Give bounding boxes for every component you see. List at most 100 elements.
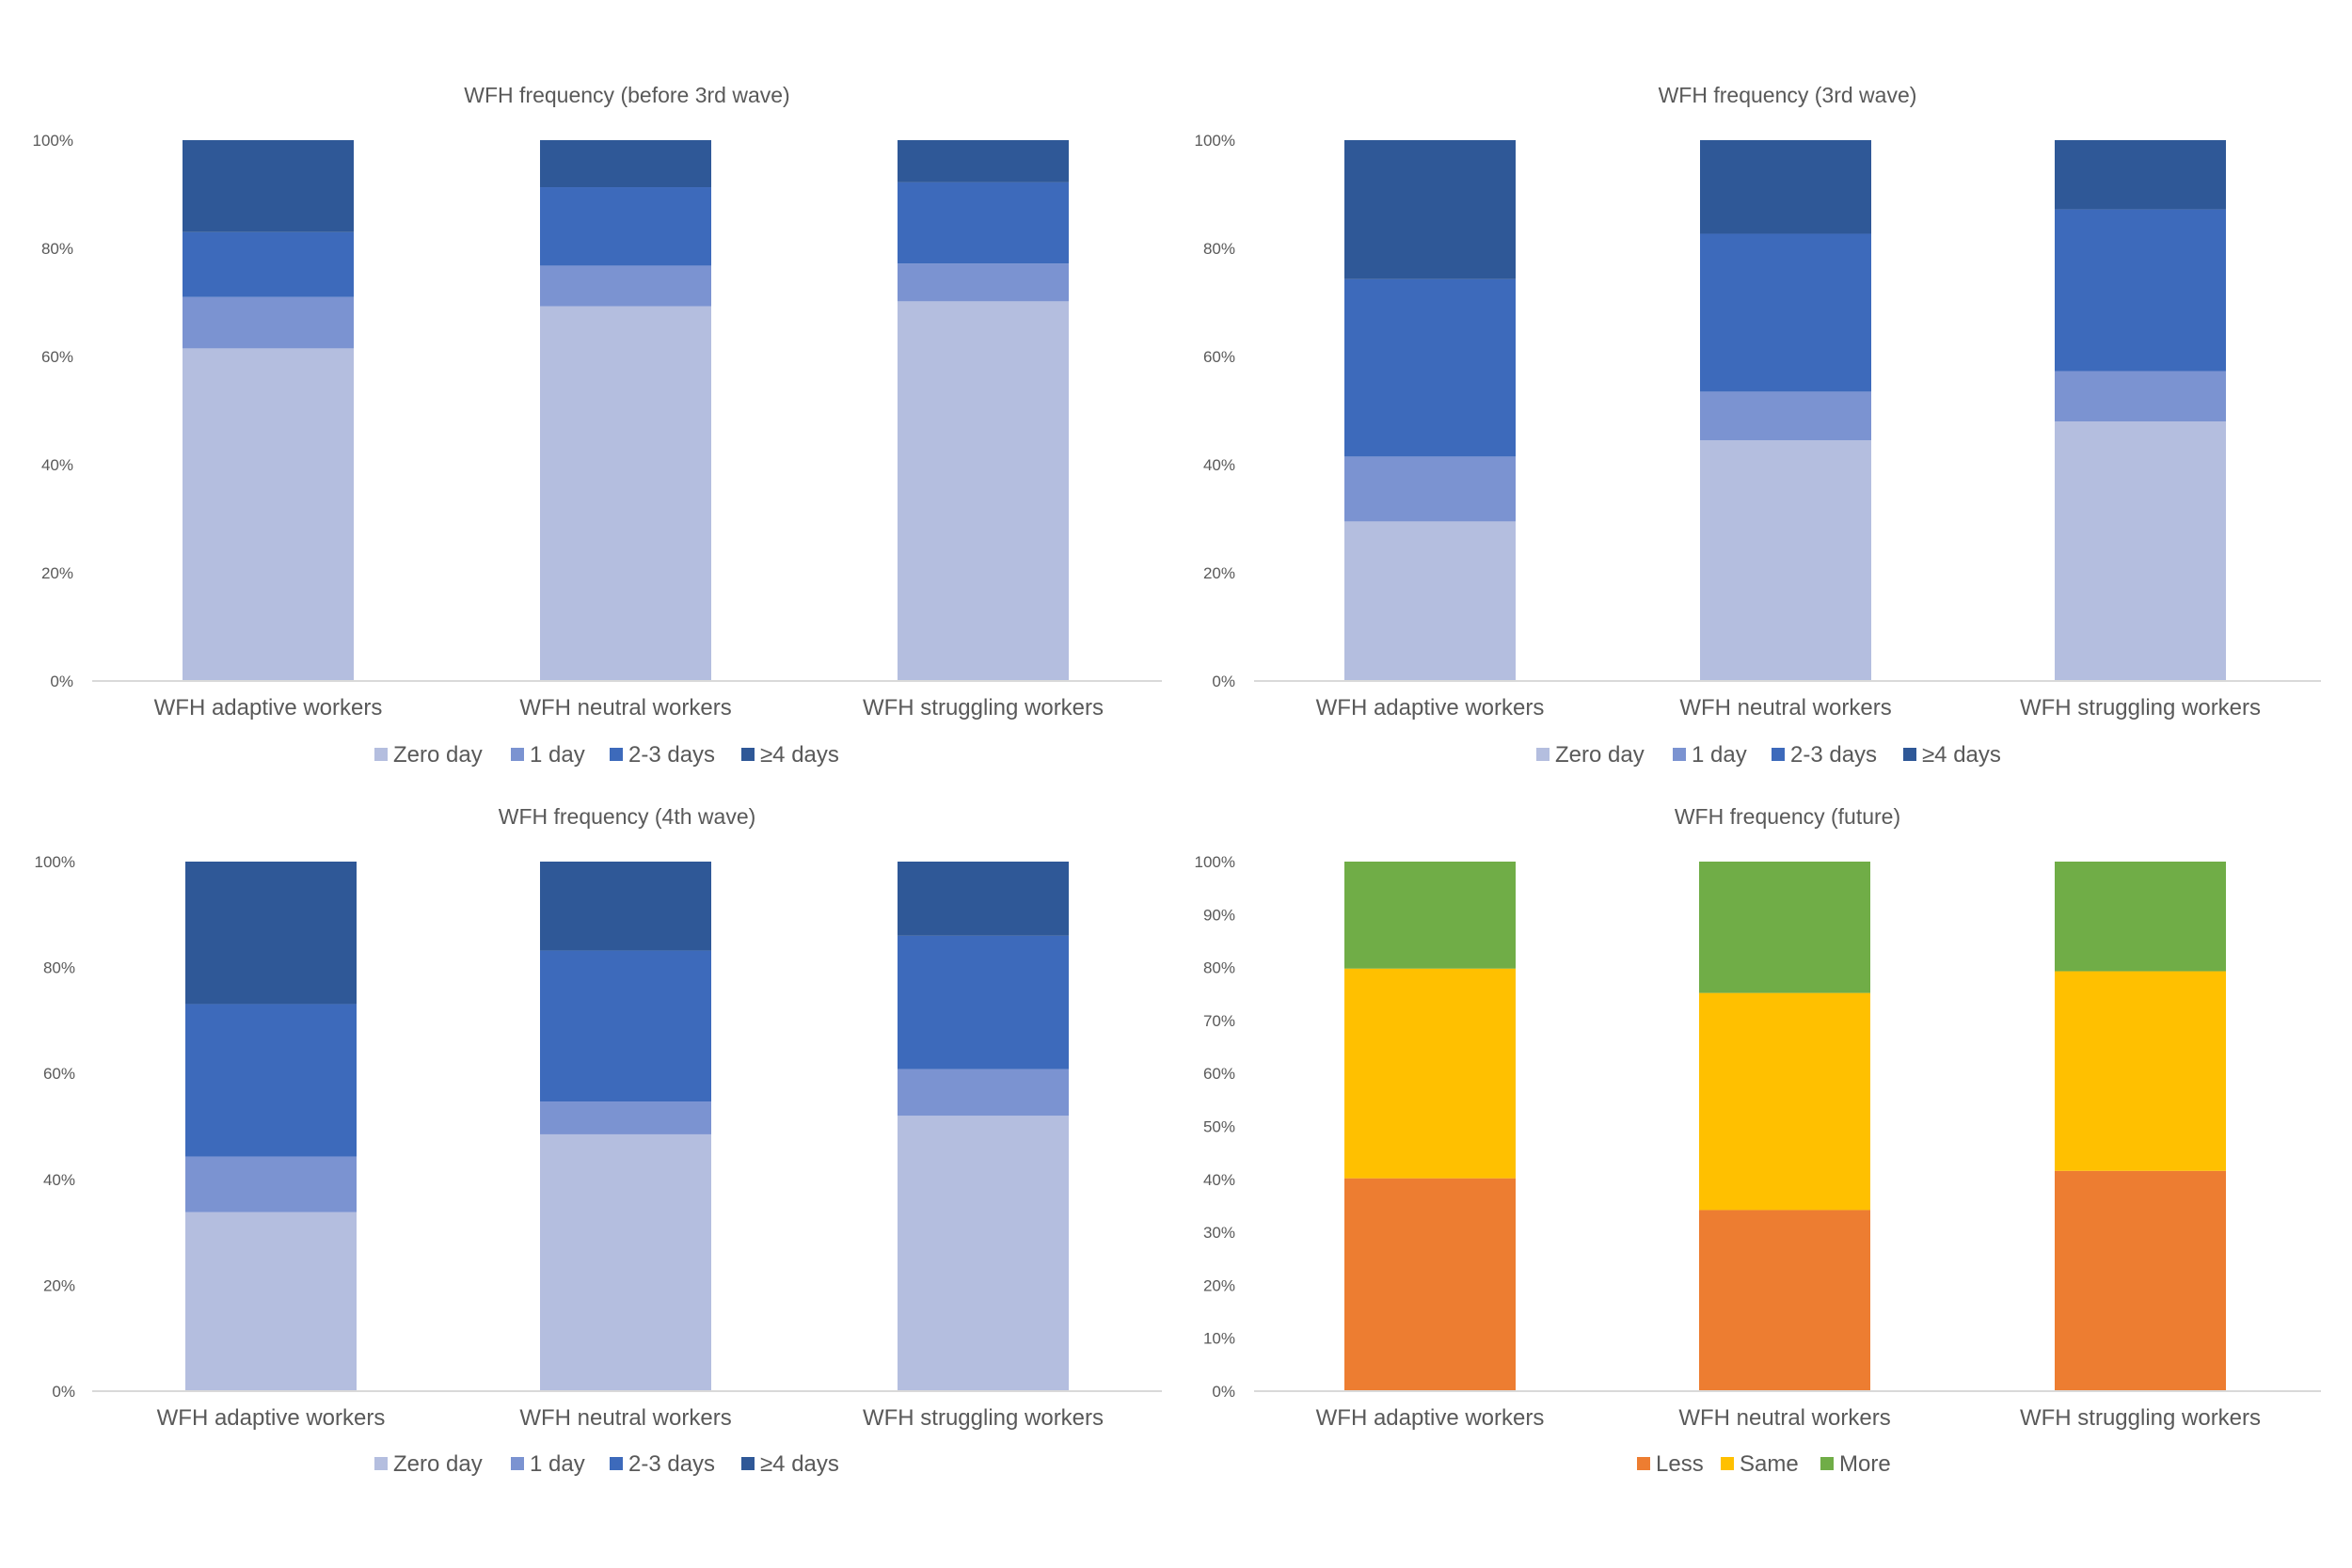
bar-segment (1344, 862, 1516, 969)
category-label: WFH struggling workers (2020, 695, 2261, 721)
legend-label: Zero day (393, 1451, 483, 1477)
bar-segment (1700, 140, 1871, 234)
bar-segment (540, 950, 711, 1102)
bar-segment (540, 265, 711, 307)
legend-label: 2-3 days (628, 742, 715, 768)
legend-swatch (374, 748, 388, 761)
y-tick-label: 0% (50, 673, 73, 690)
bar-segment (185, 1212, 357, 1391)
chart-1: WFH frequency (before 3rd wave) 0% 20% 40% 6… (33, 83, 1162, 768)
category-label: WFH struggling workers (863, 695, 1104, 721)
chart-title: WFH frequency (4th wave) (499, 804, 756, 829)
bar-segment (540, 1133, 711, 1391)
category-label: WFH struggling workers (863, 1405, 1104, 1431)
legend-label: 1 day (1692, 742, 1747, 768)
y-tick-label: 100% (1195, 853, 1235, 871)
y-tick-label: 60% (1203, 348, 1235, 366)
y-tick-label: 80% (1203, 959, 1235, 977)
category-label: WFH adaptive workers (1316, 1405, 1545, 1431)
y-tick-label: 20% (41, 564, 73, 582)
legend-label: 2-3 days (628, 1451, 715, 1477)
bar-segment (1699, 1210, 1870, 1391)
bar-segment (1344, 521, 1516, 681)
bar-segment (898, 140, 1069, 182)
y-tick-label: 90% (1203, 906, 1235, 924)
bar-segment (2055, 1170, 2226, 1391)
legend: Less Same More (1637, 1451, 1891, 1477)
bar-segment (1344, 140, 1516, 279)
legend-swatch (1820, 1457, 1834, 1470)
y-tick-label: 100% (33, 132, 73, 150)
y-tick-label: 40% (43, 1171, 75, 1189)
legend: Zero day 1 day 2-3 days ≥4 days (1536, 742, 2001, 768)
legend-swatch (511, 748, 524, 761)
chart-title: WFH frequency (3rd wave) (1659, 83, 1917, 107)
legend-swatch (610, 748, 623, 761)
bar-segment (183, 231, 354, 297)
bar-segment (2055, 209, 2226, 372)
y-tick-label: 20% (43, 1276, 75, 1294)
y-tick-label: 80% (43, 959, 75, 977)
category-label: WFH adaptive workers (154, 695, 383, 721)
category-label: WFH struggling workers (2020, 1405, 2261, 1431)
legend-label: More (1839, 1451, 1891, 1477)
bar-segment (1699, 992, 1870, 1211)
bar-segment (898, 935, 1069, 1069)
bar-segment (1700, 391, 1871, 441)
bar-segment (2055, 140, 2226, 210)
bar-segment (898, 263, 1069, 302)
legend-label: 2-3 days (1790, 742, 1877, 768)
category-label: WFH neutral workers (1679, 695, 1891, 721)
bar-segment (2055, 371, 2226, 421)
bar-segment (898, 1116, 1069, 1391)
category-label: WFH adaptive workers (157, 1405, 386, 1431)
category-label: WFH neutral workers (1678, 1405, 1890, 1431)
legend-label: Same (1740, 1451, 1799, 1477)
legend-label: ≥4 days (1922, 742, 2001, 768)
bar-segment (898, 1069, 1069, 1117)
bar-segment (1344, 968, 1516, 1179)
legend-label: Zero day (393, 742, 483, 768)
bar-segment (898, 862, 1069, 936)
y-tick-label: 60% (43, 1065, 75, 1083)
y-tick-label: 50% (1203, 1118, 1235, 1136)
y-tick-label: 0% (1212, 673, 1235, 690)
bar-segment (183, 140, 354, 232)
legend-swatch (1673, 748, 1686, 761)
legend-swatch (374, 1457, 388, 1470)
y-tick-label: 20% (1203, 1276, 1235, 1294)
legend: Zero day 1 day 2-3 days ≥4 days (374, 1451, 839, 1477)
y-tick-label: 0% (52, 1383, 75, 1401)
chart-2: WFH frequency (3rd wave) 0% 20% 40% 60% 80% 10… (1195, 83, 2321, 768)
y-tick-label: 100% (1195, 132, 1235, 150)
category-label: WFH neutral workers (519, 1405, 731, 1431)
bar-segment (1700, 233, 1871, 392)
bar-segment (185, 1004, 357, 1157)
y-tick-label: 60% (1203, 1065, 1235, 1083)
category-label: WFH adaptive workers (1316, 695, 1545, 721)
legend-swatch (1903, 748, 1916, 761)
legend-swatch (1721, 1457, 1734, 1470)
bar-segment (898, 301, 1069, 681)
legend-label: Less (1656, 1451, 1704, 1477)
legend-swatch (1536, 748, 1549, 761)
bar-segment (540, 306, 711, 681)
bar-segment (540, 187, 711, 266)
legend-swatch (741, 748, 755, 761)
y-tick-label: 40% (1203, 1171, 1235, 1189)
bar-segment (185, 862, 357, 1005)
bar-segment (1344, 456, 1516, 522)
y-tick-label: 30% (1203, 1224, 1235, 1242)
legend-label: ≥4 days (760, 742, 839, 768)
y-tick-label: 0% (1212, 1383, 1235, 1401)
legend-swatch (1637, 1457, 1650, 1470)
bar-segment (2055, 862, 2226, 972)
legend-swatch (511, 1457, 524, 1470)
legend-label: ≥4 days (760, 1451, 839, 1477)
bar-segment (540, 862, 711, 951)
bar-segment (898, 182, 1069, 264)
bar-segment (1700, 440, 1871, 681)
bar-segment (540, 140, 711, 188)
bar-segment (540, 1101, 711, 1134)
